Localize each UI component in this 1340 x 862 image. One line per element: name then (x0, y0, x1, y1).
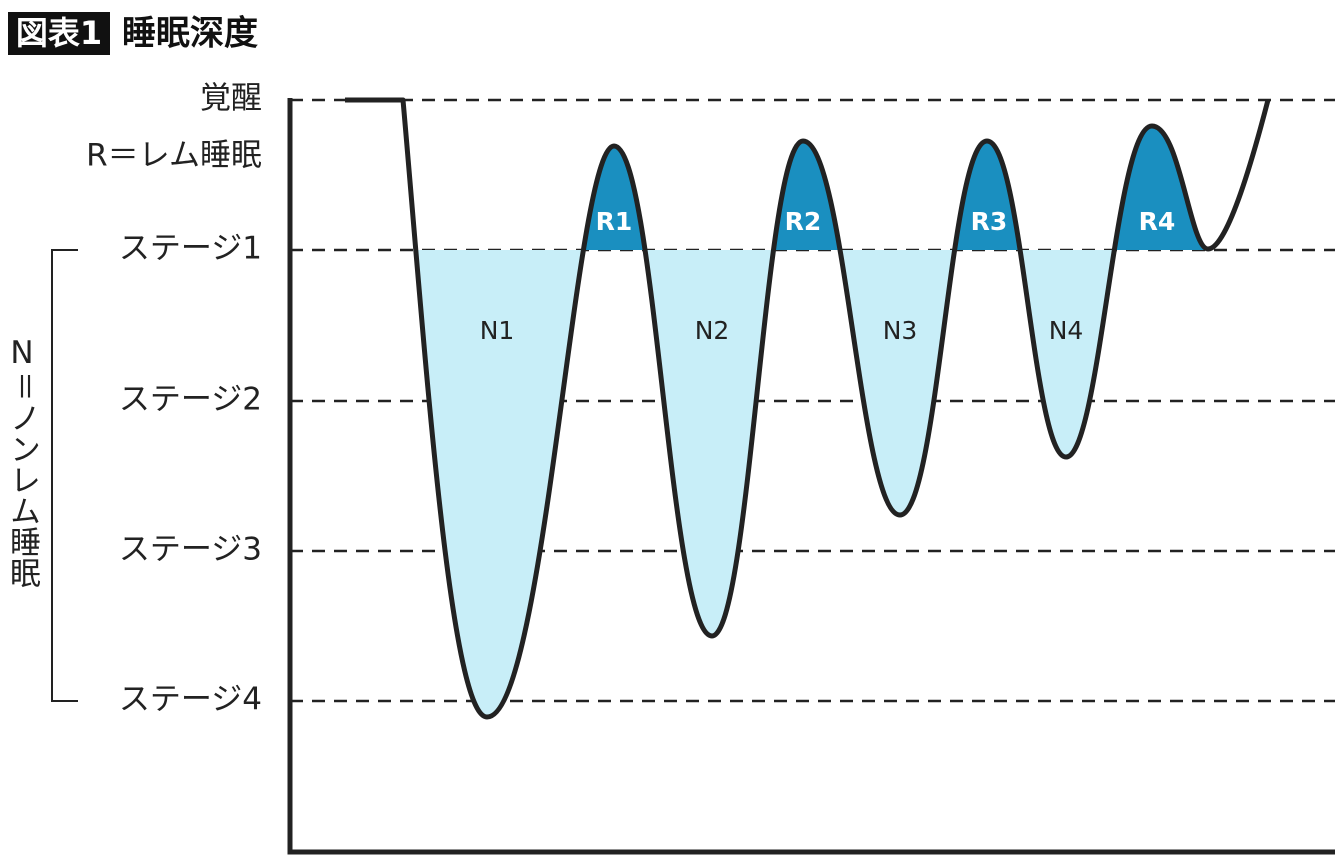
level-label: ステージ4 (119, 682, 262, 718)
group-label: N＝ノンレム睡眠 (4, 335, 40, 588)
badge: 図表1 (16, 14, 102, 52)
axes (287, 98, 1335, 855)
level-label: R＝レム睡眠 (86, 138, 262, 174)
rem-label: R4 (1139, 207, 1176, 236)
level-label: ステージ2 (119, 382, 262, 418)
nrem-fill (403, 250, 1208, 717)
nrem-label: N2 (695, 316, 730, 345)
rem-label: R2 (785, 207, 822, 236)
badge-box (8, 12, 110, 55)
level-label: ステージ1 (119, 231, 262, 267)
nrem-label: N3 (883, 316, 918, 345)
title: 睡眠深度 (122, 14, 258, 54)
rem-label: R1 (596, 207, 633, 236)
sleep-curve (345, 97, 1271, 720)
fills (403, 126, 1208, 717)
nrem-label: N4 (1049, 316, 1084, 345)
bracket (51, 249, 78, 702)
level-label: 覚醒 (200, 81, 262, 117)
level-label: ステージ3 (119, 532, 262, 568)
rem-fill (420, 126, 1208, 250)
rem-label: R3 (971, 207, 1008, 236)
nrem-label: N1 (480, 316, 515, 345)
